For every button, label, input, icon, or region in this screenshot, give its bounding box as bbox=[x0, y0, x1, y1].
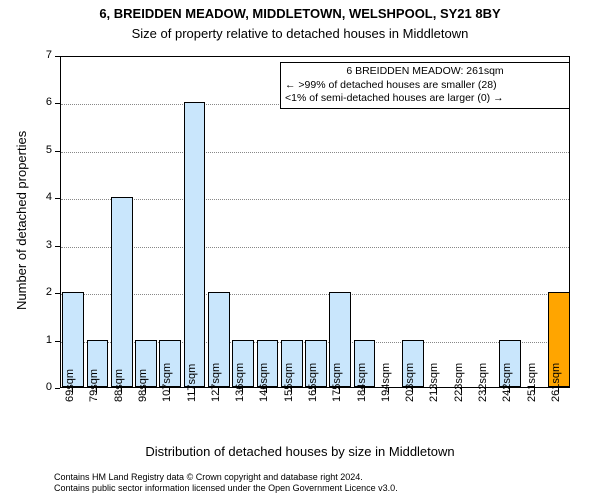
y-tick-mark bbox=[55, 246, 60, 247]
annotation-line: <1% of semi-detached houses are larger (… bbox=[285, 92, 565, 106]
chart-subtitle: Size of property relative to detached ho… bbox=[0, 26, 600, 41]
y-tick-label: 7 bbox=[30, 49, 52, 61]
y-tick-label: 4 bbox=[30, 191, 52, 203]
annotation-box: 6 BREIDDEN MEADOW: 261sqm← >99% of detac… bbox=[280, 62, 570, 109]
gridline bbox=[61, 199, 569, 200]
x-axis-label: Distribution of detached houses by size … bbox=[0, 444, 600, 459]
y-tick-mark bbox=[55, 198, 60, 199]
y-tick-mark bbox=[55, 341, 60, 342]
chart-container: 6, BREIDDEN MEADOW, MIDDLETOWN, WELSHPOO… bbox=[0, 0, 600, 500]
y-tick-label: 2 bbox=[30, 286, 52, 298]
y-tick-label: 1 bbox=[30, 334, 52, 346]
y-tick-mark bbox=[55, 151, 60, 152]
y-tick-mark bbox=[55, 103, 60, 104]
y-tick-label: 3 bbox=[30, 239, 52, 251]
y-tick-mark bbox=[55, 293, 60, 294]
bar bbox=[111, 197, 133, 387]
y-tick-label: 6 bbox=[30, 96, 52, 108]
gridline bbox=[61, 247, 569, 248]
y-tick-label: 0 bbox=[30, 381, 52, 393]
annotation-line: ← >99% of detached houses are smaller (2… bbox=[285, 79, 565, 93]
y-axis-label: Number of detached properties bbox=[14, 131, 29, 310]
annotation-line: 6 BREIDDEN MEADOW: 261sqm bbox=[285, 65, 565, 79]
bar bbox=[184, 102, 206, 387]
gridline bbox=[61, 152, 569, 153]
footer-line: Contains HM Land Registry data © Crown c… bbox=[54, 472, 398, 483]
footer-text: Contains HM Land Registry data © Crown c… bbox=[54, 472, 398, 494]
footer-line: Contains public sector information licen… bbox=[54, 483, 398, 494]
y-tick-mark bbox=[55, 388, 60, 389]
chart-title: 6, BREIDDEN MEADOW, MIDDLETOWN, WELSHPOO… bbox=[0, 6, 600, 21]
y-tick-label: 5 bbox=[30, 144, 52, 156]
y-tick-mark bbox=[55, 56, 60, 57]
gridline bbox=[61, 294, 569, 295]
